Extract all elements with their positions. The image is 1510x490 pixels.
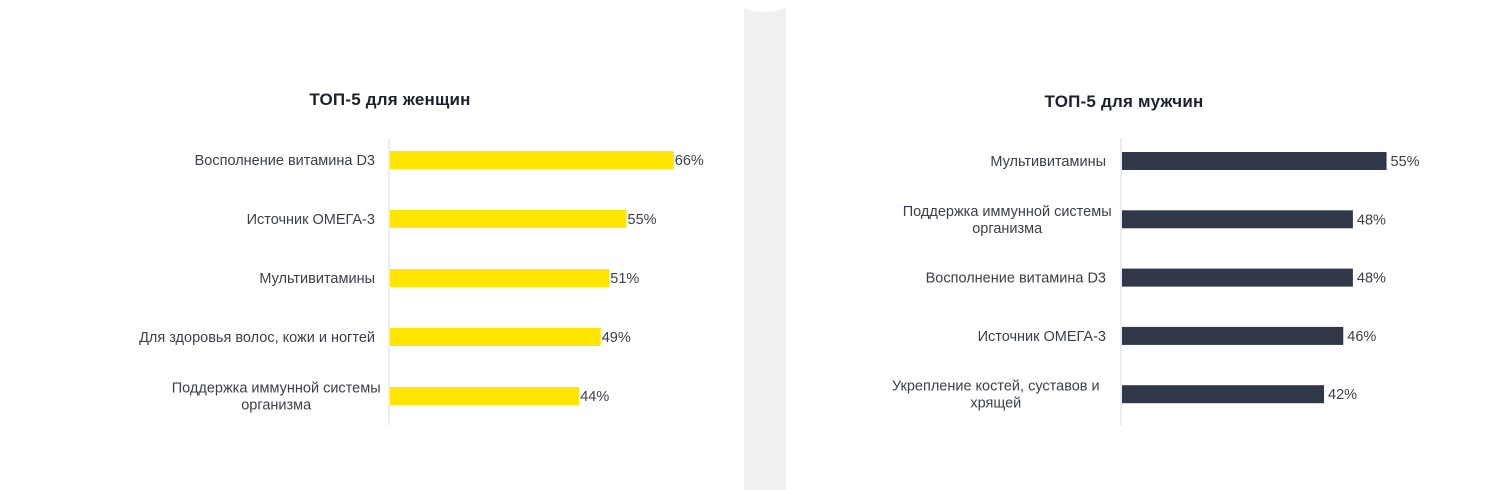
bar: [1122, 210, 1353, 229]
bar: [1122, 385, 1325, 404]
value-label: 48%: [1357, 212, 1386, 228]
panel-divider: [734, 0, 796, 490]
category-label-line: Мультивитамины: [990, 154, 1106, 170]
category-label-line: Поддержка иммунной системы: [172, 381, 381, 397]
category-label: Восполнение витамина D3: [195, 153, 375, 169]
bar: [390, 210, 627, 228]
category-label-line: организма: [972, 221, 1043, 237]
women-chart-panel: [0, 0, 740, 490]
category-label-line: Поддержка иммунной системы: [903, 204, 1112, 220]
men-chart-panel: [790, 0, 1510, 490]
category-label: Укрепление костей, суставов и хрящей: [892, 379, 1100, 412]
value-label: 48%: [1357, 271, 1386, 287]
category-label-line: Мультивитамины: [259, 271, 375, 287]
value-label: 55%: [1391, 154, 1420, 170]
value-label: 42%: [1328, 387, 1357, 403]
category-label-line: хрящей: [970, 396, 1021, 412]
value-label: 46%: [1347, 329, 1376, 345]
bar: [390, 387, 580, 405]
category-label-line: Для здоровья волос, кожи и ногтей: [139, 330, 375, 346]
women-chart-title: ТОП-5 для женщин: [309, 90, 471, 109]
bar: [1122, 268, 1353, 287]
value-label: 55%: [628, 212, 657, 228]
bar: [1122, 152, 1387, 170]
category-label: Поддержка иммунной системы организма: [903, 204, 1112, 237]
category-label: Восполнение витамина D3: [926, 271, 1106, 287]
value-label: 44%: [580, 389, 609, 405]
bar: [1122, 326, 1344, 345]
category-label-line: Восполнение витамина D3: [195, 153, 375, 169]
category-label: Для здоровья волос, кожи и ногтей: [139, 330, 375, 346]
value-label: 51%: [610, 271, 639, 287]
category-label-line: Источник ОМЕГА-3: [247, 212, 375, 228]
category-label-line: Восполнение витамина D3: [926, 271, 1106, 287]
category-label: Мультивитамины: [259, 271, 375, 287]
bar: [390, 328, 601, 346]
category-label: Источник ОМЕГА-3: [247, 212, 375, 228]
category-label-line: Укрепление костей, суставов и: [892, 379, 1100, 395]
bar: [390, 269, 610, 287]
men-chart-title: ТОП-5 для мужчин: [1044, 92, 1204, 111]
value-label: 66%: [675, 153, 704, 169]
category-label: Мультивитамины: [990, 154, 1106, 170]
category-label-line: организма: [241, 398, 312, 414]
category-label: Поддержка иммунной системы организма: [172, 381, 381, 414]
category-label-line: Источник ОМЕГА-3: [978, 329, 1106, 345]
category-label: Источник ОМЕГА-3: [978, 329, 1106, 345]
value-label: 49%: [602, 330, 631, 346]
bar: [390, 151, 674, 169]
